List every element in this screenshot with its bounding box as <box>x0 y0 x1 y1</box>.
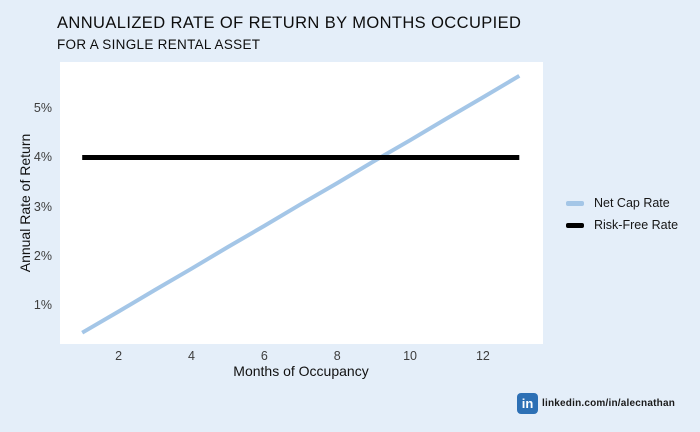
x-tick-label: 2 <box>115 349 123 363</box>
legend-item-risk-free-rate: Risk-Free Rate <box>566 214 678 236</box>
y-tick-label: 4% <box>33 150 52 165</box>
x-tick-label: 8 <box>333 349 341 363</box>
x-tick-label: 12 <box>475 349 490 363</box>
legend: Net Cap Rate Risk-Free Rate <box>566 192 678 236</box>
x-tick-label: 6 <box>260 349 268 363</box>
y-tick-label: 2% <box>33 248 52 263</box>
x-tick-label: 10 <box>403 349 417 363</box>
legend-item-net-cap-rate: Net Cap Rate <box>566 192 678 214</box>
y-tick-label: 5% <box>33 101 52 116</box>
x-axis-label: Months of Occupancy <box>233 363 369 379</box>
legend-label: Risk-Free Rate <box>594 218 679 232</box>
linkedin-icon: in <box>517 393 538 414</box>
net-cap-rate-line <box>81 74 521 335</box>
x-tick-label: 4 <box>188 349 195 363</box>
linkedin-url: linkedin.com/in/alecnathan <box>542 398 676 409</box>
chart-subtitle: FOR A SINGLE RENTAL ASSET <box>57 37 261 52</box>
linkedin-badge[interactable]: in linkedin.com/in/alecnathan <box>517 393 675 414</box>
plot-area <box>60 62 543 344</box>
y-tick-label: 3% <box>33 199 52 214</box>
y-tick-label: 1% <box>33 298 52 313</box>
plot-lines-svg <box>81 74 521 335</box>
legend-label: Net Cap Rate <box>594 196 670 210</box>
legend-swatch-icon <box>566 200 584 206</box>
legend-swatch-icon <box>566 222 584 228</box>
chart-title: ANNUALIZED RATE OF RETURN BY MONTHS OCCU… <box>57 14 522 32</box>
